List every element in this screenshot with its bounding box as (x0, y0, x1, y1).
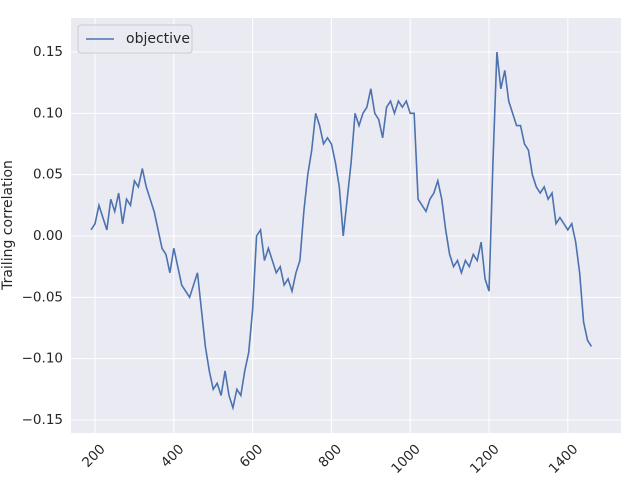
y-axis-label: Trailing correlation (0, 160, 16, 291)
data-line (90, 51, 593, 411)
y-tick-label: 0.10 (33, 105, 63, 121)
y-tick-label: 0.15 (33, 44, 63, 60)
y-tick-label: −0.15 (22, 412, 63, 428)
y-tick-label: 0.05 (33, 167, 63, 183)
x-tick-label: 1000 (388, 441, 424, 477)
x-tick-label: 600 (237, 441, 267, 471)
y-tick-label: −0.05 (22, 289, 63, 305)
legend-box (77, 24, 193, 54)
y-tick-label: −0.10 (22, 351, 63, 367)
x-tick-label: 200 (79, 441, 109, 471)
x-tick-label: 800 (315, 441, 345, 471)
x-tick-label: 400 (158, 441, 188, 471)
legend-label: objective (126, 31, 190, 47)
x-tick-label: 1400 (546, 441, 582, 477)
x-tick-label: 1200 (467, 441, 503, 477)
plot-area (71, 18, 621, 433)
y-tick-label: 0.00 (33, 228, 63, 244)
